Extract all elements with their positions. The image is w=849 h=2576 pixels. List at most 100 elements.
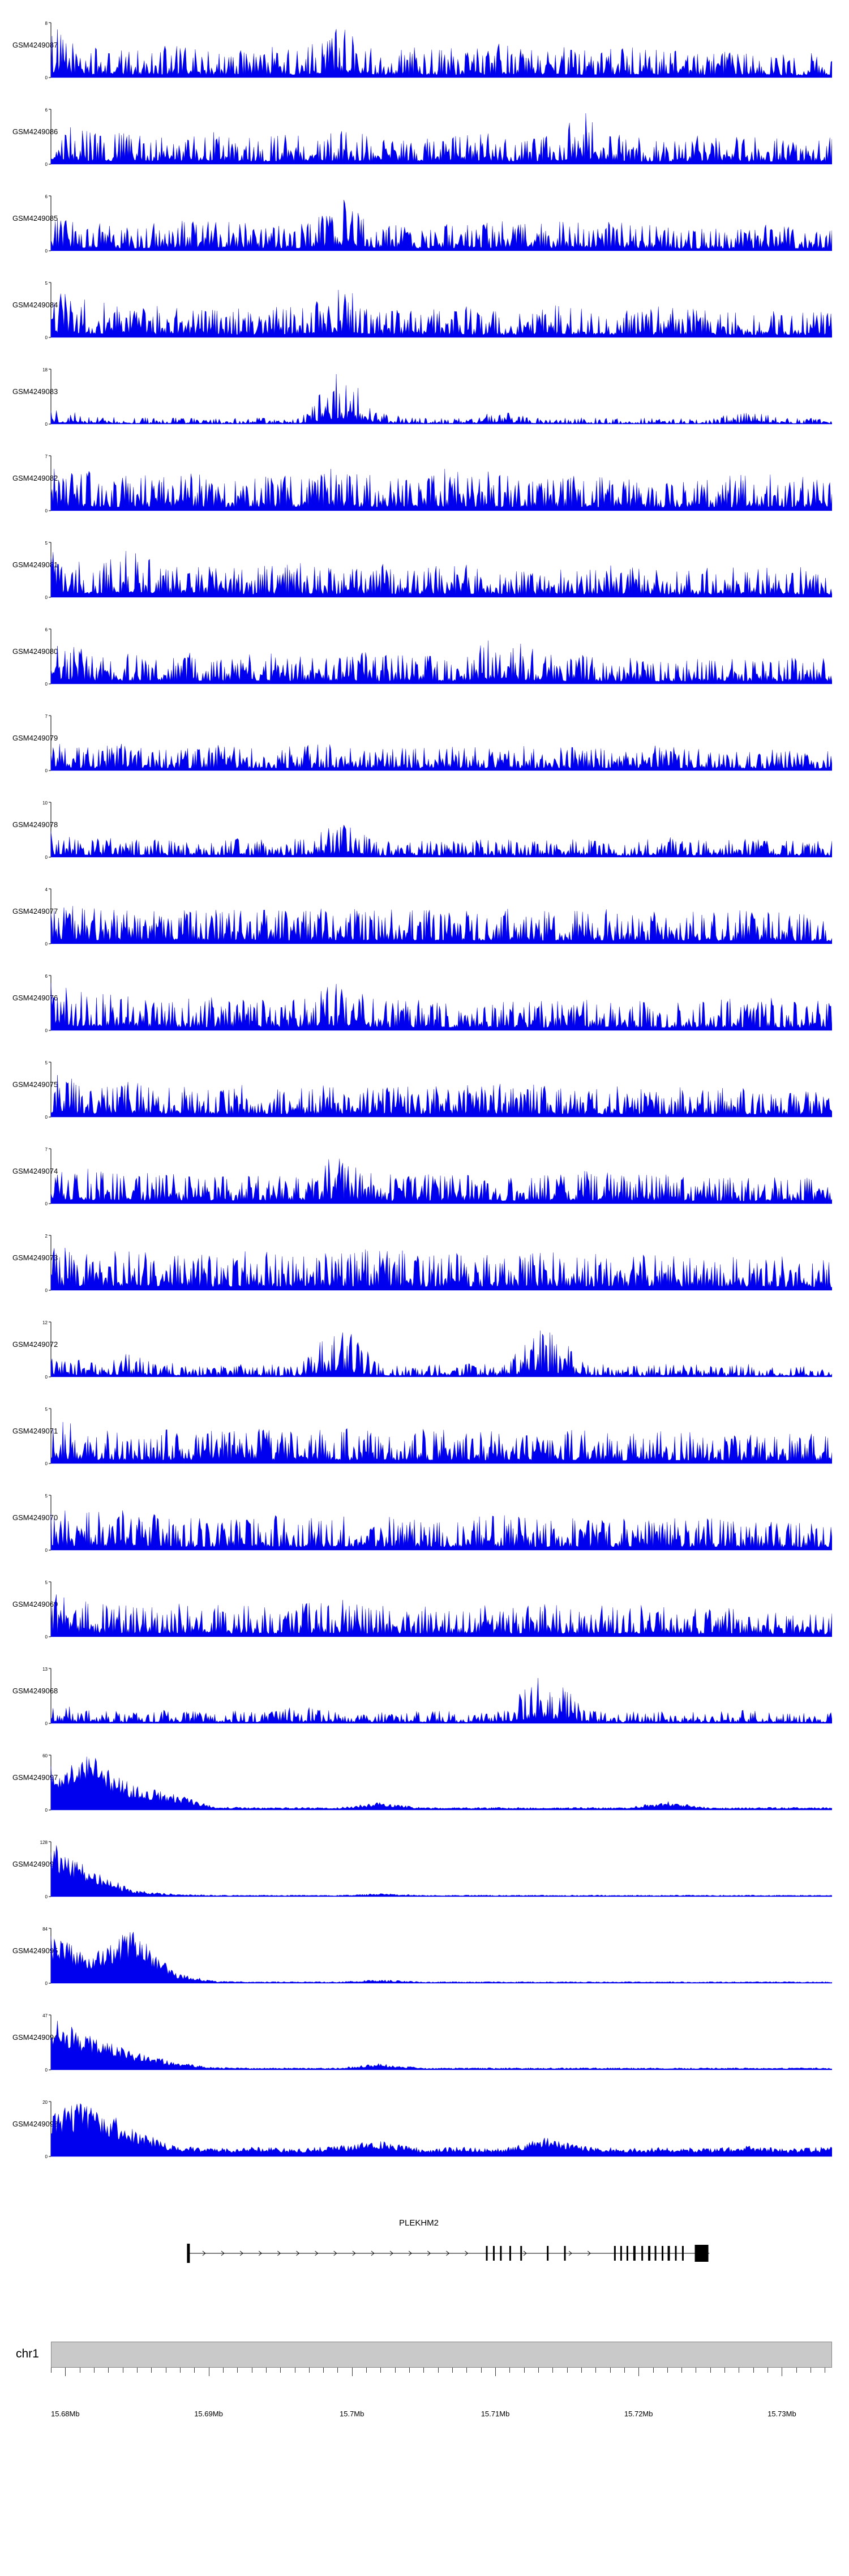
axis-tick-label: 15.71Mb: [481, 2410, 510, 2418]
ymax-label: 5: [45, 1494, 48, 1499]
strand-arrow-icon: [523, 2250, 527, 2256]
ymax-label: 60: [42, 1753, 48, 1758]
track-signal-plot: 60: [45, 108, 832, 166]
track-label: GSM4249073: [12, 1253, 58, 1262]
track-label: GSM4249082: [12, 474, 58, 482]
yzero-label: 0: [45, 1634, 48, 1638]
exon-box: [564, 2246, 566, 2261]
track-signal-plot: 50: [45, 1494, 832, 1552]
yzero-label: 0: [45, 2068, 48, 2072]
coverage-signal: [50, 1845, 832, 1897]
minor-tick: [280, 2368, 281, 2373]
minor-tick: [767, 2368, 769, 2373]
axis-tick-label: 15.73Mb: [767, 2410, 796, 2418]
track-label: GSM4249072: [12, 1340, 58, 1349]
track-signal-plot: 12 0: [42, 1320, 832, 1379]
exon-box: [500, 2246, 502, 2261]
ymax-label: 12: [42, 1320, 48, 1325]
strand-arrow-icon: [202, 2250, 206, 2256]
strand-arrow-icon: [352, 2250, 356, 2256]
track-row: GSM4249095 84 0: [0, 1906, 849, 1992]
yzero-label: 0: [45, 1288, 48, 1292]
chromosome-name: chr1: [16, 2347, 39, 2360]
yzero-label: 0: [45, 682, 48, 686]
axis-tick-label: 15.72Mb: [624, 2410, 653, 2418]
ymax-label: 6: [45, 108, 48, 113]
exon-box: [667, 2246, 670, 2261]
track-label: GSM4249076: [12, 994, 58, 1002]
track-label: GSM4249079: [12, 734, 58, 742]
ymax-label: 7: [45, 454, 48, 459]
coverage-signal: [50, 1594, 832, 1637]
yzero-label: 0: [45, 335, 48, 339]
ymax-label: 6: [45, 974, 48, 979]
track-signal-plot: 60: [45, 627, 832, 686]
coverage-signal: [50, 1678, 832, 1724]
track-label: GSM4249087: [12, 41, 58, 49]
track-signal-plot: 50: [45, 281, 832, 339]
yzero-label: 0: [45, 1461, 48, 1465]
ymax-label: 84: [42, 1927, 48, 1932]
exon-box: [626, 2246, 628, 2261]
yzero-label: 0: [45, 768, 48, 772]
coverage-signal: [50, 469, 832, 511]
minor-tick: [337, 2368, 338, 2373]
track-row: GSM4249072 12 0: [0, 1299, 849, 1386]
exon-box: [492, 2246, 495, 2261]
minor-tick: [509, 2368, 511, 2373]
track-signal-plot: 50: [45, 1407, 832, 1465]
track-label: GSM4249071: [12, 1427, 58, 1435]
track-label: GSM4249095: [12, 1946, 58, 1955]
strand-arrow-icon: [333, 2250, 337, 2256]
track-signal-plot: 60 0: [42, 1753, 832, 1812]
minor-tick: [552, 2368, 554, 2373]
track-label: GSM4249075: [12, 1080, 58, 1089]
track-row: GSM4249068 13 0: [0, 1646, 849, 1732]
minor-tick: [624, 2368, 625, 2373]
ymax-label: 47: [42, 2013, 48, 2018]
coverage-signal: [50, 906, 832, 944]
minor-tick: [222, 2368, 224, 2373]
track-label: GSM4249097: [12, 1773, 58, 1782]
ymax-label: 18: [42, 367, 48, 373]
coverage-signal: [50, 640, 832, 684]
ymax-label: 7: [45, 1147, 48, 1152]
minor-tick: [438, 2368, 439, 2373]
exon-box: [509, 2246, 511, 2261]
gene-model: [187, 2244, 710, 2263]
minor-tick: [524, 2368, 525, 2373]
coverage-signal: [50, 1247, 832, 1291]
yzero-label: 0: [45, 1375, 48, 1379]
track-label: GSM4249080: [12, 647, 58, 656]
minor-tick: [538, 2368, 539, 2373]
coverage-signal: [50, 1330, 832, 1377]
minor-tick: [796, 2368, 797, 2373]
ymax-label: 20: [42, 2100, 48, 2105]
yzero-label: 0: [45, 1721, 48, 1725]
track-row: GSM4249096 128 0: [0, 1819, 849, 1906]
track-signal-plot: 70: [45, 454, 832, 512]
coverage-signal: [50, 1422, 832, 1464]
minor-tick: [653, 2368, 654, 2373]
coverage-signal: [50, 551, 832, 598]
strand-arrow-icon: [239, 2250, 243, 2256]
minor-tick: [308, 2368, 310, 2373]
minor-tick: [237, 2368, 238, 2373]
yzero-label: 0: [45, 1201, 48, 1205]
minor-tick: [681, 2368, 683, 2373]
minor-tick: [194, 2368, 195, 2373]
minor-tick: [51, 2368, 52, 2373]
ymax-label: 5: [45, 1407, 48, 1412]
track-signal-plot: 20 0: [42, 2100, 832, 2158]
coverage-signal: [50, 983, 832, 1031]
track-label: GSM4249084: [12, 301, 58, 309]
coverage-signal: [50, 1756, 832, 1811]
yzero-label: 0: [45, 1028, 48, 1032]
track-row: GSM4249078 10 0: [0, 780, 849, 866]
ymax-label: 5: [45, 1580, 48, 1585]
strand-arrow-icon: [587, 2250, 591, 2256]
